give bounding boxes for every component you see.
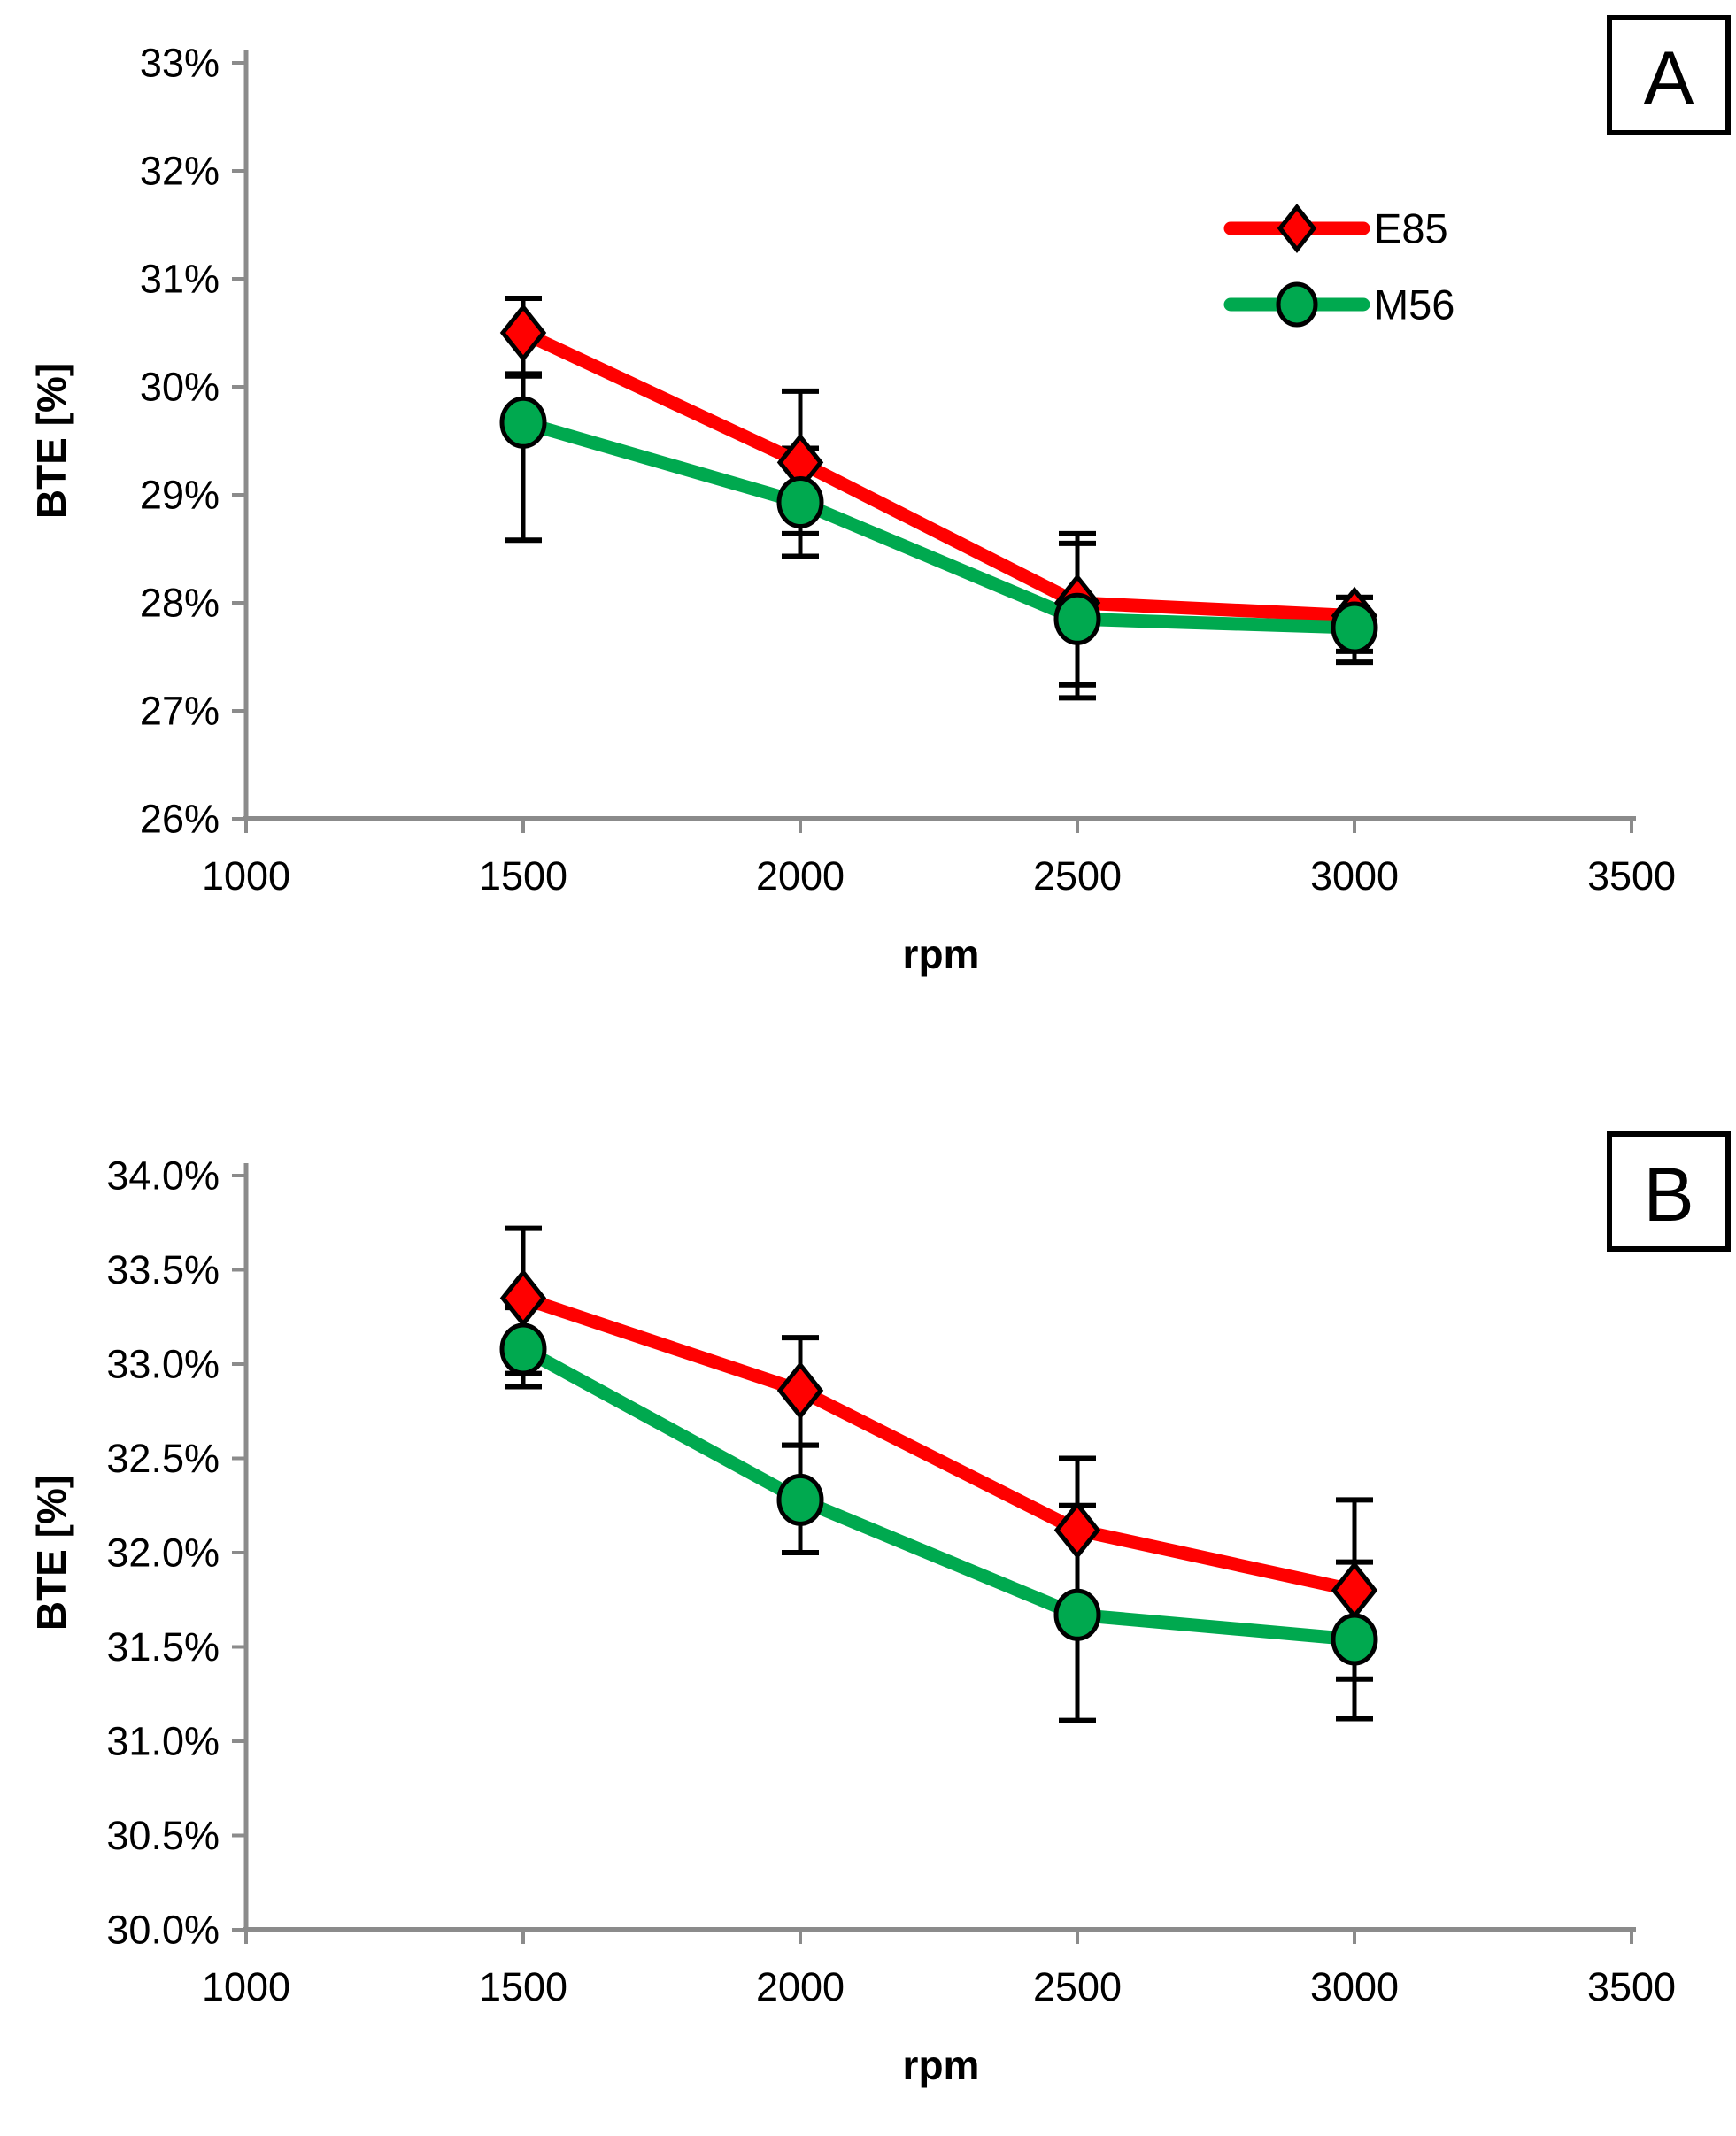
x-tick-label: 3000 <box>1310 1964 1399 2009</box>
y-tick-label: 30.0% <box>106 1908 220 1953</box>
x-tick-label: 1000 <box>202 853 290 898</box>
y-tick-label: 30.5% <box>106 1813 220 1858</box>
circle-marker-m56 <box>1053 592 1101 645</box>
x-tick-label: 3000 <box>1310 853 1399 898</box>
legend-circle-marker <box>1276 281 1318 328</box>
x-tick-label: 1500 <box>479 853 567 898</box>
legend-label: M56 <box>1374 281 1454 328</box>
y-tick-label: 32% <box>140 149 220 194</box>
series-markers-e85 <box>499 303 1378 645</box>
legend: E85 M56 <box>1223 203 1454 328</box>
x-tick-label: 2500 <box>1033 1964 1122 2009</box>
series-line-e85 <box>516 1291 1362 1598</box>
circle-marker-m56 <box>1331 1613 1378 1666</box>
y-tick-label: 27% <box>140 689 220 734</box>
x-tick-label: 1000 <box>202 1964 290 2009</box>
y-tick-label: 31% <box>140 257 220 302</box>
panel-letter-box <box>1607 15 1731 135</box>
error-bars-m56 <box>505 1305 1373 1723</box>
y-tick-label: 28% <box>140 581 220 626</box>
y-tick-label: 26% <box>140 797 220 842</box>
legend-label: E85 <box>1374 205 1448 252</box>
panel-letter: A <box>1643 36 1694 121</box>
panel-letter: B <box>1643 1153 1694 1238</box>
x-tick-label: 2000 <box>756 853 845 898</box>
y-tick-label: 33.5% <box>106 1247 220 1292</box>
y-tick-label: 33% <box>140 41 220 86</box>
y-tick-label: 32.5% <box>106 1436 220 1481</box>
circle-marker-m56 <box>776 476 824 529</box>
legend-diamond-marker <box>1277 203 1317 254</box>
y-tick-label: 30% <box>140 365 220 410</box>
circle-marker-m56 <box>499 396 547 449</box>
y-tick-label: 33.0% <box>106 1342 220 1387</box>
diamond-marker-e85 <box>1331 1561 1378 1620</box>
y-tick-label: 34.0% <box>106 1153 220 1199</box>
x-tick-label: 1500 <box>479 1964 567 2009</box>
series-line-m56 <box>516 1342 1362 1646</box>
diamond-marker-e85 <box>499 303 547 363</box>
panel-a: 26% 27% 28% 29% 30% 31% 32% 33% 1000 1500 2000 2500… <box>28 15 1731 977</box>
series-line-e85 <box>516 326 1362 623</box>
series-markers-e85 <box>499 1268 1378 1620</box>
y-axis-title: BTE [%] <box>28 1475 74 1631</box>
legend-item-e85: E85 <box>1223 203 1448 254</box>
series-markers-m56 <box>499 396 1378 654</box>
y-axis-title: BTE [%] <box>28 363 74 519</box>
panel-letter-box <box>1607 1131 1731 1252</box>
diamond-marker-e85 <box>499 1268 547 1328</box>
y-tick-label: 32.0% <box>106 1531 220 1576</box>
circle-marker-m56 <box>776 1473 824 1526</box>
x-axis-title: rpm <box>903 931 980 977</box>
y-tick-label: 31.0% <box>106 1719 220 1764</box>
y-tick-label: 31.5% <box>106 1624 220 1669</box>
x-tick-label: 3500 <box>1587 853 1676 898</box>
y-tick-label: 29% <box>140 473 220 518</box>
circle-marker-m56 <box>1331 601 1378 654</box>
x-tick-label: 2500 <box>1033 853 1122 898</box>
circle-marker-m56 <box>499 1322 547 1376</box>
x-tick-label: 3500 <box>1587 1964 1676 2009</box>
x-tick-label: 2000 <box>756 1964 845 2009</box>
diamond-marker-e85 <box>1053 1500 1101 1560</box>
diamond-marker-e85 <box>776 1361 824 1420</box>
legend-item-m56: M56 <box>1223 281 1454 328</box>
series-line-m56 <box>516 415 1362 635</box>
x-axis-title: rpm <box>903 2042 980 2088</box>
panel-b: 30.0% 30.5% 31.0% 31.5% 32.0% 32.5% 33.0% 33.5%… <box>28 1131 1731 2088</box>
circle-marker-m56 <box>1053 1588 1101 1641</box>
series-markers-m56 <box>499 1322 1378 1666</box>
